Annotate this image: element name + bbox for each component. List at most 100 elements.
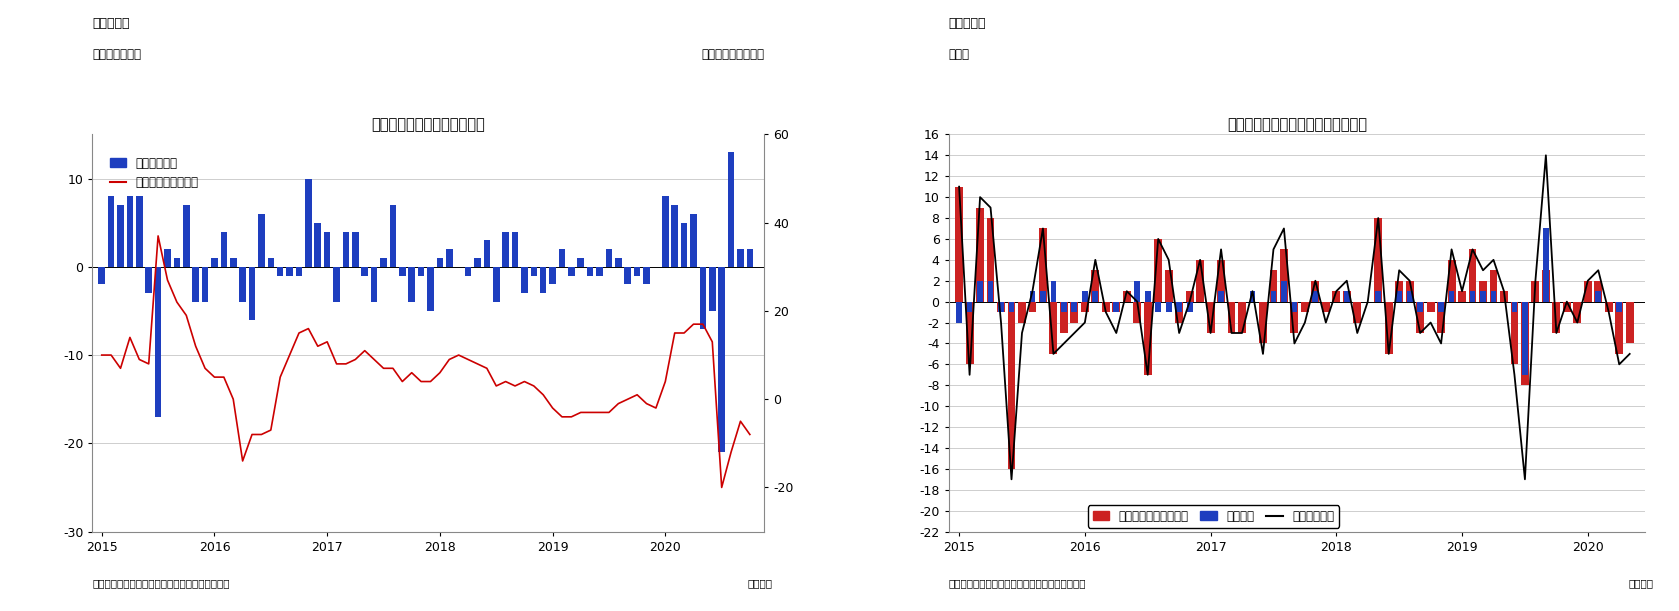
Bar <box>1531 280 1540 302</box>
Bar <box>212 258 218 267</box>
Bar <box>700 267 707 329</box>
Bar <box>1155 302 1162 312</box>
Bar <box>568 267 574 276</box>
Bar <box>578 258 584 267</box>
Bar <box>1135 280 1140 302</box>
Bar <box>955 187 964 302</box>
Bar <box>737 249 744 267</box>
Bar <box>1541 270 1550 302</box>
Bar <box>1395 280 1404 302</box>
Bar <box>709 267 715 311</box>
Bar <box>1405 280 1414 302</box>
Text: （図表５）: （図表５） <box>92 18 129 31</box>
Bar <box>1187 302 1192 312</box>
Bar <box>1165 302 1172 312</box>
Bar <box>512 232 519 267</box>
Bar <box>1427 302 1434 312</box>
Bar <box>541 267 546 293</box>
Bar <box>1511 302 1518 364</box>
Bar <box>1499 291 1508 302</box>
Bar <box>1511 302 1518 312</box>
Bar <box>437 258 443 267</box>
Bar <box>408 267 415 302</box>
Bar <box>1491 291 1496 302</box>
Bar <box>1113 302 1120 312</box>
Bar <box>1081 291 1088 302</box>
Bar <box>1625 302 1634 343</box>
Bar <box>1553 302 1560 333</box>
Bar <box>1437 302 1446 333</box>
Bar <box>361 267 368 276</box>
Bar <box>248 267 255 320</box>
Bar <box>531 267 537 276</box>
Bar <box>1333 291 1340 302</box>
Bar <box>1051 280 1056 302</box>
Bar <box>1269 270 1278 302</box>
Bar <box>967 302 972 312</box>
Bar <box>588 267 593 276</box>
Bar <box>1407 291 1412 302</box>
Bar <box>1439 302 1444 312</box>
Bar <box>1523 302 1528 375</box>
Bar <box>1343 291 1350 302</box>
Bar <box>1479 280 1488 302</box>
Bar <box>473 258 480 267</box>
Bar <box>957 302 962 323</box>
Bar <box>324 232 331 267</box>
Bar <box>201 267 208 302</box>
Bar <box>1217 260 1226 302</box>
Bar <box>1563 302 1572 312</box>
Bar <box>107 196 114 267</box>
Legend: 季調済前月比, 前年同月比（右軸）: 季調済前月比, 前年同月比（右軸） <box>106 152 203 194</box>
Bar <box>99 267 106 285</box>
Bar <box>1249 291 1256 302</box>
Text: （資料）センサス局よりニッセイ基礎研究所作成: （資料）センサス局よりニッセイ基礎研究所作成 <box>92 579 230 588</box>
Legend: 集合住宅（二戸以上）, 一戸建て, 住宅許可件数: 集合住宅（二戸以上）, 一戸建て, 住宅許可件数 <box>1088 505 1338 528</box>
Bar <box>1049 302 1058 354</box>
Bar <box>447 249 453 267</box>
Bar <box>1029 302 1036 312</box>
Bar <box>1595 280 1602 302</box>
Bar <box>1343 291 1350 302</box>
Bar <box>987 218 994 302</box>
Bar <box>1101 302 1110 312</box>
Bar <box>193 267 198 302</box>
Bar <box>126 196 133 267</box>
Bar <box>1489 270 1498 302</box>
Bar <box>118 205 124 267</box>
Bar <box>1259 302 1268 343</box>
Bar <box>1123 291 1130 302</box>
Bar <box>549 267 556 285</box>
Bar <box>390 205 396 267</box>
Bar <box>719 267 725 452</box>
Bar <box>379 258 386 267</box>
Bar <box>1039 229 1048 302</box>
Bar <box>1279 249 1288 302</box>
Bar <box>1237 302 1246 333</box>
Bar <box>747 249 754 267</box>
Bar <box>615 258 621 267</box>
Text: （月次）: （月次） <box>1629 579 1654 588</box>
Bar <box>314 222 321 267</box>
Bar <box>1301 302 1310 312</box>
Bar <box>559 249 566 267</box>
Bar <box>606 249 613 267</box>
Bar <box>1143 302 1152 375</box>
Bar <box>977 280 982 302</box>
Bar <box>1145 291 1150 302</box>
Bar <box>1081 302 1088 312</box>
Text: （前月比、％）: （前月比、％） <box>92 48 141 61</box>
Bar <box>418 267 425 276</box>
Bar <box>183 205 190 267</box>
Bar <box>146 267 153 293</box>
Bar <box>136 196 143 267</box>
Bar <box>1521 302 1530 386</box>
Bar <box>1071 302 1078 323</box>
Bar <box>1219 291 1224 302</box>
Bar <box>1093 291 1098 302</box>
Bar <box>1397 291 1402 302</box>
Bar <box>1481 291 1486 302</box>
Bar <box>965 302 974 364</box>
Bar <box>1583 280 1592 302</box>
Bar <box>306 178 312 267</box>
